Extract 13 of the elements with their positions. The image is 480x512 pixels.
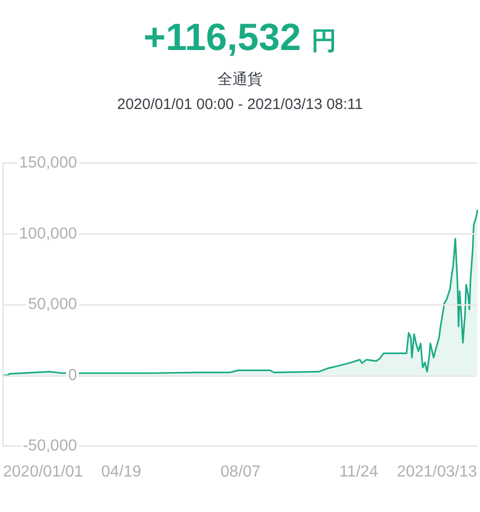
chart-title: +116,532 円 — [143, 17, 337, 59]
y-tick-label: -50,000 — [22, 438, 78, 454]
x-tick-label: 2021/03/13 — [396, 464, 478, 480]
y-tick-label: 0 — [68, 366, 78, 384]
text: 2020/01/01 00:00 - 2021/03/13 08:11 — [117, 96, 363, 113]
x-tick-label: 11/24 — [339, 464, 378, 480]
x-tick-label: 2020/01/01 — [3, 464, 84, 480]
y-tick-label: 100,000 — [19, 225, 78, 242]
y-tick-label: 150,000 — [19, 154, 78, 172]
chart-subtitle: 全通貨 — [218, 71, 262, 88]
x-tick-label: 08/07 — [220, 464, 261, 480]
x-tick-label: 04/19 — [101, 464, 142, 480]
y-tick-label: 50,000 — [28, 296, 78, 313]
